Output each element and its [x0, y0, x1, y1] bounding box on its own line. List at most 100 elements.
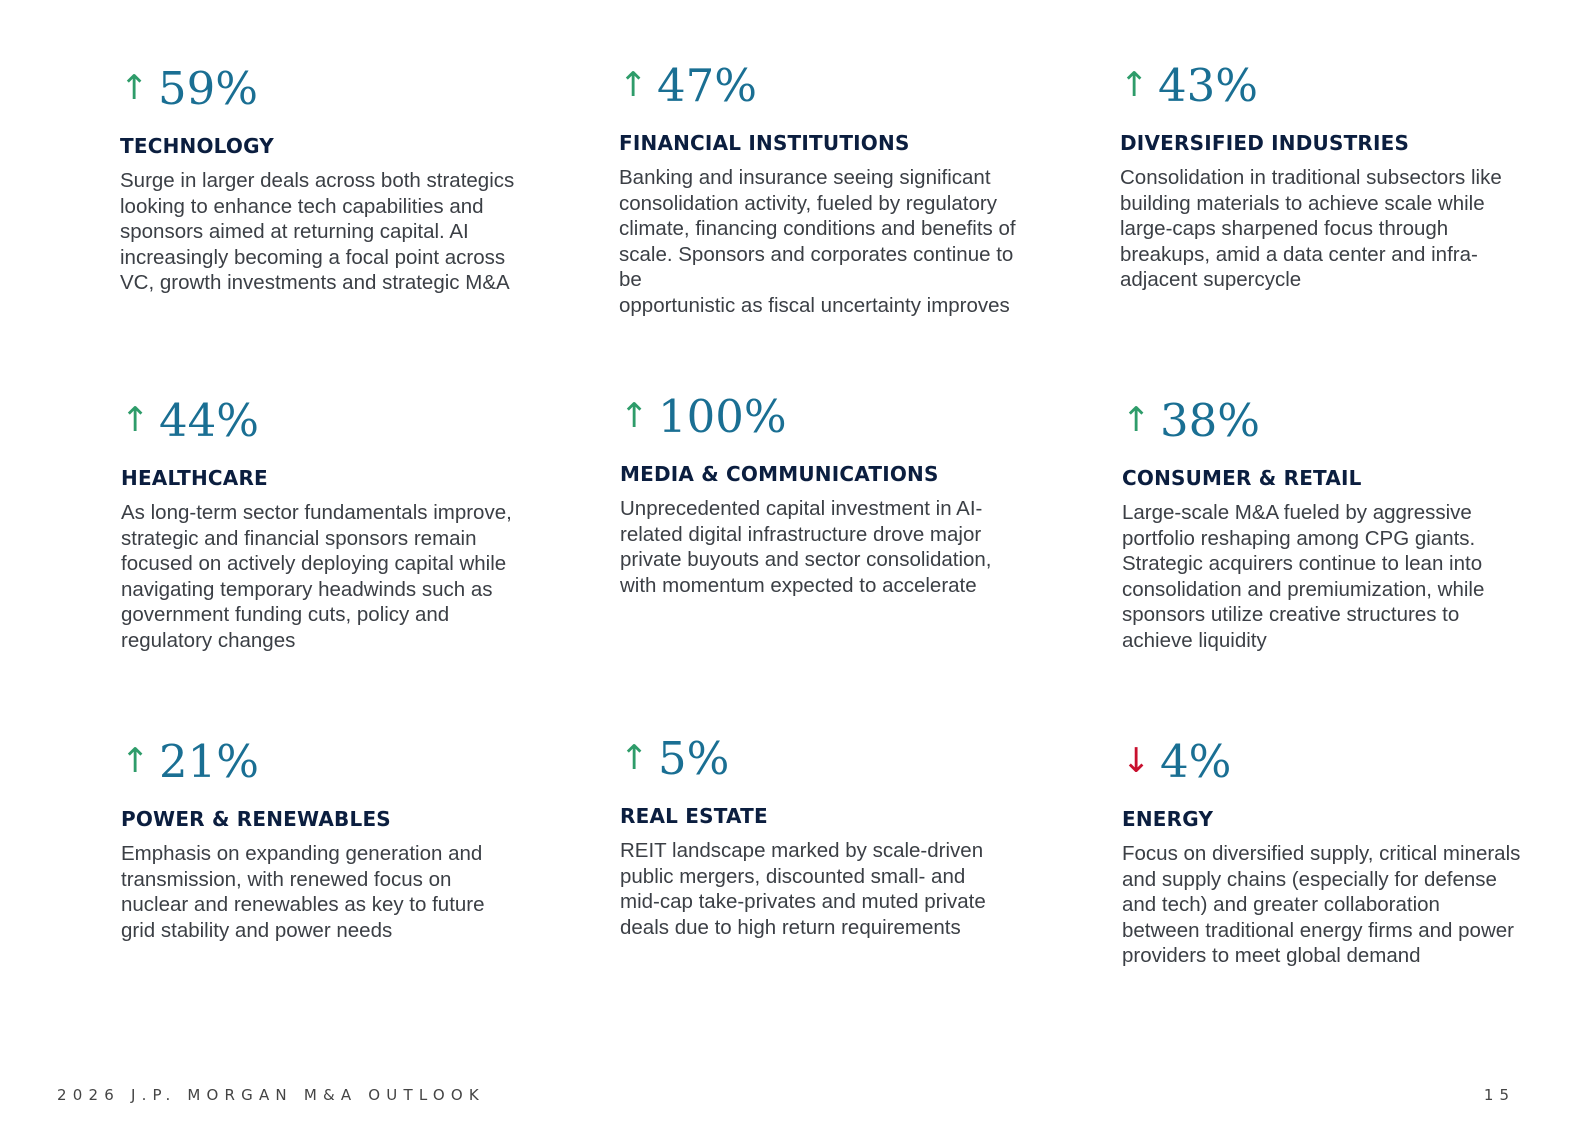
- description-line: Consolidation in traditional subsectors …: [1120, 166, 1502, 189]
- description-line: increasingly becoming a focal point acro…: [120, 245, 506, 269]
- description-line: between traditional energy firms and pow…: [1122, 918, 1514, 942]
- sector-title: HEALTHCARE: [121, 466, 268, 490]
- sector-description: As long-term sector fundamentals improve…: [121, 500, 521, 653]
- description-line: deals due to high return requirements: [620, 915, 961, 939]
- sector-card-diversified-industries: ↑ 43% DIVERSIFIED INDUSTRIES Consolidation …: [1120, 55, 1520, 293]
- description-line: Large-scale M&A fueled by aggressive: [1122, 501, 1472, 524]
- sector-percent: 4%: [1160, 734, 1232, 788]
- description-line: consolidation activity, fueled by regula…: [619, 191, 997, 215]
- description-line: Strategic acquirers continue to lean int…: [1122, 552, 1483, 575]
- sector-stat: ↓ 4%: [1122, 731, 1522, 791]
- sector-description: Consolidation in traditional subsectors …: [1120, 165, 1520, 293]
- description-line: transmission, with renewed focus on: [121, 867, 452, 891]
- arrow-up-icon: ↑: [619, 65, 648, 105]
- arrow-up-icon: ↑: [1122, 400, 1151, 440]
- sector-card-consumer-and-retail: ↑ 38% CONSUMER & RETAIL Large-scale M&A fue…: [1122, 390, 1522, 653]
- sector-card-technology: ↑ 59% TECHNOLOGY Surge in larger deals acro…: [120, 58, 520, 296]
- arrow-up-icon: ↑: [1120, 65, 1149, 105]
- arrow-up-icon: ↑: [121, 400, 150, 440]
- sector-title: ENERGY: [1122, 807, 1214, 831]
- sector-title: REAL ESTATE: [620, 804, 768, 828]
- description-line: public mergers, discounted small- and: [620, 864, 966, 888]
- sector-title: POWER & RENEWABLES: [121, 807, 391, 831]
- sector-description: REIT landscape marked by scale-driven pub…: [620, 838, 1020, 940]
- description-line: regulatory changes: [121, 628, 296, 652]
- footer-publication: 2026 J.P. MORGAN M&A OUTLOOK: [57, 1086, 485, 1104]
- sector-stat: ↑ 21%: [121, 731, 521, 791]
- arrow-up-icon: ↑: [620, 738, 649, 778]
- description-line: Banking and insurance seeing significant: [619, 166, 991, 189]
- description-line: mid-cap take-privates and muted private: [620, 890, 986, 913]
- description-line: looking to enhance tech capabilities and: [120, 194, 484, 218]
- sector-card-media-and-communications: ↑ 100% MEDIA & COMMUNICATIONS Unprecedented…: [620, 386, 1020, 598]
- sector-card-energy: ↓ 4% ENERGY Focus on diversified supply, cr…: [1122, 731, 1522, 969]
- description-line: consolidation and premiumization, while: [1122, 577, 1485, 601]
- description-line: climate, financing conditions and benefi…: [619, 217, 1016, 240]
- description-line: adjacent supercycle: [1120, 268, 1302, 291]
- sector-card-power-and-renewables: ↑ 21% POWER & RENEWABLES Emphasis on expand…: [121, 731, 521, 943]
- description-line: and tech) and greater collaboration: [1122, 893, 1440, 916]
- sector-stat: ↑ 43%: [1120, 55, 1520, 115]
- description-line: building materials to achieve scale whil…: [1120, 191, 1485, 215]
- sector-percent: 38%: [1160, 393, 1261, 447]
- sector-stat: ↑ 38%: [1122, 390, 1522, 450]
- sector-title: MEDIA & COMMUNICATIONS: [620, 462, 939, 486]
- description-line: portfolio reshaping among CPG giants.: [1122, 526, 1476, 550]
- sector-title: CONSUMER & RETAIL: [1122, 466, 1362, 490]
- description-line: Emphasis on expanding generation and: [121, 842, 483, 865]
- sector-stat: ↑ 100%: [620, 386, 1020, 446]
- sector-title: TECHNOLOGY: [120, 134, 274, 158]
- description-line: large-caps sharpened focus through: [1120, 217, 1449, 240]
- sector-percent: 47%: [657, 58, 758, 112]
- description-line: Surge in larger deals across both strate…: [120, 169, 515, 192]
- description-line: opportunistic as fiscal uncertainty impr…: [619, 293, 1010, 317]
- sector-card-real-estate: ↑ 5% REAL ESTATE REIT landscape marked by s…: [620, 728, 1020, 940]
- sector-description: Large-scale M&A fueled by aggressive port…: [1122, 500, 1522, 653]
- sector-description: Focus on diversified supply, critical mi…: [1122, 841, 1522, 969]
- sector-description: Emphasis on expanding generation and tran…: [121, 841, 521, 943]
- sector-title: FINANCIAL INSTITUTIONS: [619, 131, 910, 155]
- description-line: navigating temporary headwinds such as: [121, 577, 493, 601]
- description-line: private buyouts and sector consolidation…: [620, 548, 992, 571]
- sector-card-healthcare: ↑ 44% HEALTHCARE As long-term sector fundam…: [121, 390, 521, 653]
- sector-description: Unprecedented capital investment in AI-r…: [620, 496, 1020, 598]
- description-line: Focus on diversified supply, critical mi…: [1122, 842, 1521, 865]
- arrow-up-icon: ↑: [121, 741, 150, 781]
- description-line: As long-term sector fundamentals improve…: [121, 501, 512, 524]
- sector-percent: 59%: [158, 61, 259, 115]
- page-number: 15: [1483, 1086, 1515, 1104]
- description-line: grid stability and power needs: [121, 918, 393, 942]
- sector-stat: ↑ 44%: [121, 390, 521, 450]
- description-line: with momentum expected to accelerate: [620, 573, 977, 597]
- description-line: and supply chains (especially for defens…: [1122, 867, 1497, 891]
- description-line: nuclear and renewables as key to future: [121, 893, 485, 916]
- description-line: achieve liquidity: [1122, 628, 1267, 652]
- description-line: related digital infrastructure drove maj…: [620, 522, 982, 546]
- sector-percent: 5%: [658, 731, 730, 785]
- sector-percent: 43%: [1158, 58, 1259, 112]
- description-line: sponsors aimed at returning capital. AI: [120, 220, 469, 243]
- sector-title: DIVERSIFIED INDUSTRIES: [1120, 131, 1410, 155]
- description-line: VC, growth investments and strategic M&A: [120, 271, 510, 294]
- sector-description: Banking and insurance seeing significant…: [619, 165, 1019, 318]
- sector-percent: 21%: [159, 734, 260, 788]
- description-line: REIT landscape marked by scale-driven: [620, 839, 984, 862]
- sector-stat: ↑ 5%: [620, 728, 1020, 788]
- arrow-down-icon: ↓: [1122, 741, 1151, 781]
- description-line: focused on actively deploying capital wh…: [121, 552, 507, 575]
- sector-percent: 44%: [159, 393, 260, 447]
- description-line: strategic and financial sponsors remain: [121, 526, 477, 550]
- description-line: sponsors utilize creative structures to: [1122, 603, 1460, 626]
- description-line: Unprecedented capital investment in AI-: [620, 497, 983, 520]
- description-line: providers to meet global demand: [1122, 944, 1421, 967]
- sector-stat: ↑ 47%: [619, 55, 1019, 115]
- arrow-up-icon: ↑: [120, 68, 149, 108]
- description-line: scale. Sponsors and corporates continue …: [619, 242, 1014, 292]
- sector-percent: 100%: [658, 389, 787, 443]
- description-line: breakups, amid a data center and infra-: [1120, 242, 1478, 266]
- sector-stat: ↑ 59%: [120, 58, 520, 118]
- description-line: government funding cuts, policy and: [121, 603, 450, 626]
- arrow-up-icon: ↑: [620, 396, 649, 436]
- sector-description: Surge in larger deals across both strate…: [120, 168, 520, 296]
- sector-card-financial-institutions: ↑ 47% FINANCIAL INSTITUTIONS Banking and in…: [619, 55, 1019, 318]
